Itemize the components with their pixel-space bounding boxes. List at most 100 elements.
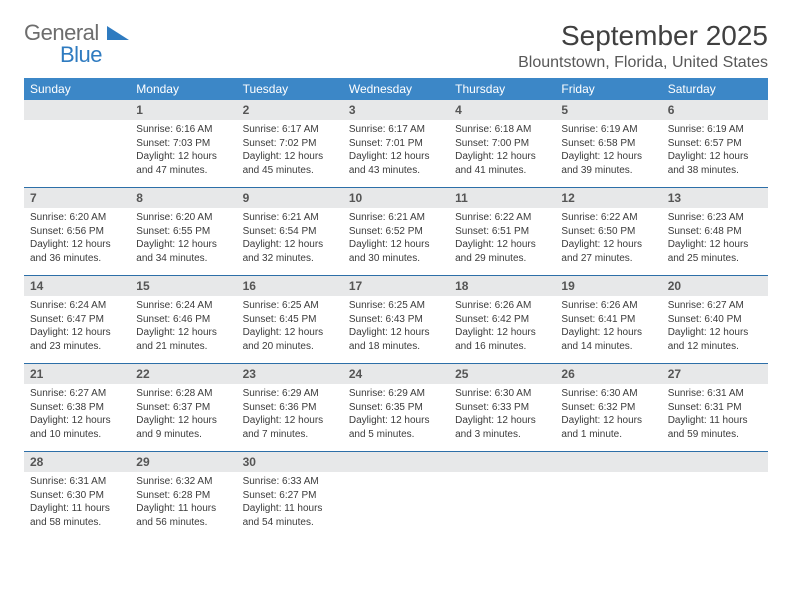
sunset-text: Sunset: 6:47 PM xyxy=(30,313,124,327)
daylight-text: Daylight: 11 hours and 59 minutes. xyxy=(668,414,762,441)
daylight-text: Daylight: 12 hours and 43 minutes. xyxy=(349,150,443,177)
daylight-text: Daylight: 12 hours and 47 minutes. xyxy=(136,150,230,177)
day-info-cell xyxy=(449,472,555,539)
daylight-text: Daylight: 12 hours and 27 minutes. xyxy=(561,238,655,265)
sunset-text: Sunset: 6:28 PM xyxy=(136,489,230,503)
daylight-text: Daylight: 12 hours and 29 minutes. xyxy=(455,238,549,265)
day-info-cell: Sunrise: 6:22 AMSunset: 6:51 PMDaylight:… xyxy=(449,208,555,276)
sunrise-text: Sunrise: 6:23 AM xyxy=(668,211,762,225)
sunrise-text: Sunrise: 6:31 AM xyxy=(668,387,762,401)
daylight-text: Daylight: 12 hours and 32 minutes. xyxy=(243,238,337,265)
day-info-cell: Sunrise: 6:33 AMSunset: 6:27 PMDaylight:… xyxy=(237,472,343,539)
day-number-cell: 16 xyxy=(237,276,343,297)
sunrise-text: Sunrise: 6:18 AM xyxy=(455,123,549,137)
day-info-cell: Sunrise: 6:27 AMSunset: 6:40 PMDaylight:… xyxy=(662,296,768,364)
daylight-text: Daylight: 12 hours and 10 minutes. xyxy=(30,414,124,441)
daylight-text: Daylight: 12 hours and 14 minutes. xyxy=(561,326,655,353)
day-info-cell: Sunrise: 6:29 AMSunset: 6:35 PMDaylight:… xyxy=(343,384,449,452)
day-info-cell: Sunrise: 6:20 AMSunset: 6:56 PMDaylight:… xyxy=(24,208,130,276)
sunset-text: Sunset: 6:41 PM xyxy=(561,313,655,327)
day-info-cell: Sunrise: 6:21 AMSunset: 6:52 PMDaylight:… xyxy=(343,208,449,276)
sunset-text: Sunset: 6:51 PM xyxy=(455,225,549,239)
daylight-text: Daylight: 12 hours and 5 minutes. xyxy=(349,414,443,441)
day-info-cell: Sunrise: 6:32 AMSunset: 6:28 PMDaylight:… xyxy=(130,472,236,539)
sunset-text: Sunset: 6:33 PM xyxy=(455,401,549,415)
sunrise-text: Sunrise: 6:22 AM xyxy=(455,211,549,225)
sunrise-text: Sunrise: 6:28 AM xyxy=(136,387,230,401)
day-number-cell: 7 xyxy=(24,188,130,209)
daylight-text: Daylight: 12 hours and 23 minutes. xyxy=(30,326,124,353)
day-info-cell: Sunrise: 6:28 AMSunset: 6:37 PMDaylight:… xyxy=(130,384,236,452)
sunrise-text: Sunrise: 6:17 AM xyxy=(349,123,443,137)
day-number-cell: 27 xyxy=(662,364,768,385)
day-number-cell: 21 xyxy=(24,364,130,385)
day-number-cell: 1 xyxy=(130,100,236,120)
day-number-cell: 5 xyxy=(555,100,661,120)
day-number-cell: 3 xyxy=(343,100,449,120)
daylight-text: Daylight: 11 hours and 56 minutes. xyxy=(136,502,230,529)
sunset-text: Sunset: 6:43 PM xyxy=(349,313,443,327)
day-info-cell: Sunrise: 6:27 AMSunset: 6:38 PMDaylight:… xyxy=(24,384,130,452)
day-info-cell: Sunrise: 6:30 AMSunset: 6:33 PMDaylight:… xyxy=(449,384,555,452)
sunset-text: Sunset: 6:40 PM xyxy=(668,313,762,327)
sunrise-text: Sunrise: 6:21 AM xyxy=(243,211,337,225)
day-number-row: 14151617181920 xyxy=(24,276,768,297)
logo: General Blue xyxy=(24,20,129,68)
daylight-text: Daylight: 12 hours and 18 minutes. xyxy=(349,326,443,353)
sunset-text: Sunset: 6:30 PM xyxy=(30,489,124,503)
daylight-text: Daylight: 12 hours and 25 minutes. xyxy=(668,238,762,265)
day-info-cell: Sunrise: 6:29 AMSunset: 6:36 PMDaylight:… xyxy=(237,384,343,452)
day-number-cell: 30 xyxy=(237,452,343,473)
day-info-cell: Sunrise: 6:25 AMSunset: 6:43 PMDaylight:… xyxy=(343,296,449,364)
sunrise-text: Sunrise: 6:19 AM xyxy=(668,123,762,137)
day-number-row: 21222324252627 xyxy=(24,364,768,385)
logo-text-blue: Blue xyxy=(60,42,129,68)
daylight-text: Daylight: 12 hours and 39 minutes. xyxy=(561,150,655,177)
sunset-text: Sunset: 6:46 PM xyxy=(136,313,230,327)
daylight-text: Daylight: 12 hours and 20 minutes. xyxy=(243,326,337,353)
daylight-text: Daylight: 12 hours and 38 minutes. xyxy=(668,150,762,177)
day-number-cell: 6 xyxy=(662,100,768,120)
day-number-row: 123456 xyxy=(24,100,768,120)
sunrise-text: Sunrise: 6:32 AM xyxy=(136,475,230,489)
sunset-text: Sunset: 6:50 PM xyxy=(561,225,655,239)
day-info-cell: Sunrise: 6:31 AMSunset: 6:31 PMDaylight:… xyxy=(662,384,768,452)
sunrise-text: Sunrise: 6:25 AM xyxy=(243,299,337,313)
sunset-text: Sunset: 6:32 PM xyxy=(561,401,655,415)
day-number-cell: 8 xyxy=(130,188,236,209)
daylight-text: Daylight: 12 hours and 36 minutes. xyxy=(30,238,124,265)
day-number-cell xyxy=(662,452,768,473)
day-header: Tuesday xyxy=(237,78,343,100)
day-info-cell: Sunrise: 6:17 AMSunset: 7:02 PMDaylight:… xyxy=(237,120,343,188)
day-info-row: Sunrise: 6:27 AMSunset: 6:38 PMDaylight:… xyxy=(24,384,768,452)
day-info-cell: Sunrise: 6:26 AMSunset: 6:42 PMDaylight:… xyxy=(449,296,555,364)
day-header: Saturday xyxy=(662,78,768,100)
sunset-text: Sunset: 6:42 PM xyxy=(455,313,549,327)
sunrise-text: Sunrise: 6:33 AM xyxy=(243,475,337,489)
daylight-text: Daylight: 11 hours and 58 minutes. xyxy=(30,502,124,529)
daylight-text: Daylight: 12 hours and 41 minutes. xyxy=(455,150,549,177)
day-header: Monday xyxy=(130,78,236,100)
sunset-text: Sunset: 6:38 PM xyxy=(30,401,124,415)
daylight-text: Daylight: 12 hours and 21 minutes. xyxy=(136,326,230,353)
logo-triangle-icon xyxy=(107,27,129,44)
day-header: Wednesday xyxy=(343,78,449,100)
day-number-cell: 18 xyxy=(449,276,555,297)
day-number-cell: 2 xyxy=(237,100,343,120)
day-header: Friday xyxy=(555,78,661,100)
day-number-cell: 17 xyxy=(343,276,449,297)
title-block: September 2025 Blountstown, Florida, Uni… xyxy=(518,20,768,72)
sunset-text: Sunset: 7:03 PM xyxy=(136,137,230,151)
sunset-text: Sunset: 6:37 PM xyxy=(136,401,230,415)
day-info-cell: Sunrise: 6:21 AMSunset: 6:54 PMDaylight:… xyxy=(237,208,343,276)
daylight-text: Daylight: 12 hours and 1 minute. xyxy=(561,414,655,441)
day-info-cell xyxy=(343,472,449,539)
sunrise-text: Sunrise: 6:30 AM xyxy=(455,387,549,401)
day-info-cell: Sunrise: 6:19 AMSunset: 6:57 PMDaylight:… xyxy=(662,120,768,188)
day-info-row: Sunrise: 6:24 AMSunset: 6:47 PMDaylight:… xyxy=(24,296,768,364)
day-info-row: Sunrise: 6:20 AMSunset: 6:56 PMDaylight:… xyxy=(24,208,768,276)
day-info-cell: Sunrise: 6:19 AMSunset: 6:58 PMDaylight:… xyxy=(555,120,661,188)
sunrise-text: Sunrise: 6:25 AM xyxy=(349,299,443,313)
day-number-cell xyxy=(555,452,661,473)
sunset-text: Sunset: 6:58 PM xyxy=(561,137,655,151)
